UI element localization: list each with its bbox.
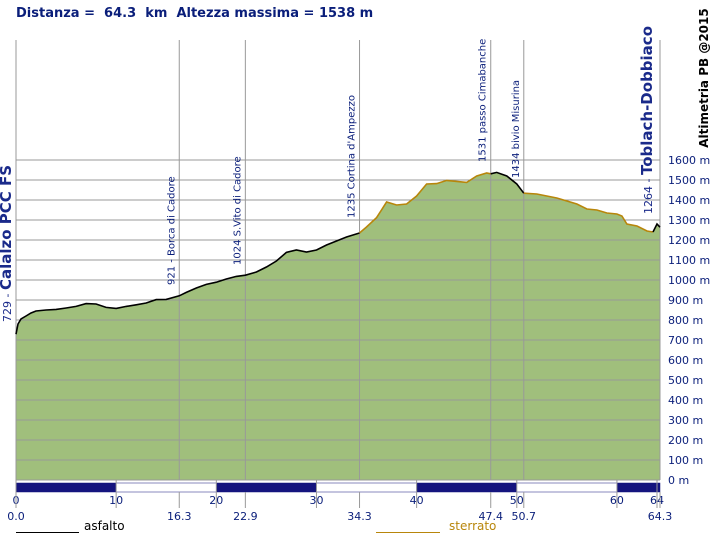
waypoint-label: 729 - Calalzo PCC FS	[0, 165, 15, 322]
x-scale-label: 30	[309, 494, 323, 507]
x-scale-label: 40	[410, 494, 424, 507]
x-scale-label: 64	[650, 494, 664, 507]
y-tick-label: 1400 m	[668, 194, 710, 207]
y-tick-label: 1300 m	[668, 214, 710, 227]
waypoint-label: 1235 Cortina d'Ampezzo	[347, 95, 358, 218]
y-tick-label: 700 m	[668, 334, 703, 347]
km-scale-segment	[15, 482, 117, 493]
legend-asphalt-label: asfalto	[84, 519, 125, 533]
waypoint-name: Toblach-Dobbiaco	[638, 26, 656, 175]
profile-area	[16, 172, 660, 480]
profile-line-gravel	[523, 192, 654, 233]
y-tick-label: 200 m	[668, 434, 703, 447]
profile-line-asphalt	[15, 232, 360, 335]
max-altitude-unit: m	[359, 6, 374, 21]
km-scale-segment	[616, 482, 661, 493]
y-tick-label: 1000 m	[668, 274, 710, 287]
waypoint-label: 921 - Borca di Cadore	[166, 176, 177, 285]
x-waypoint-label: 64.3	[648, 510, 673, 523]
profile-line-asphalt	[490, 171, 525, 194]
waypoint-label: 1024 S.Vito di Cadore	[232, 156, 243, 265]
legend-gravel-label: sterrato	[449, 519, 497, 533]
km-scale-segment	[216, 482, 317, 493]
y-tick-label: 400 m	[668, 394, 703, 407]
distance-value: 64.3	[104, 6, 137, 21]
x-waypoint-label: 34.3	[347, 510, 372, 523]
km-scale-segment	[516, 482, 618, 493]
legend-gravel-line	[376, 532, 440, 533]
x-waypoint-label: 22.9	[233, 510, 258, 523]
waypoint-altitude: 1264 -	[642, 175, 655, 214]
waypoint-label: 1531 passo Cimabanche	[478, 39, 489, 162]
km-scale-segment	[416, 482, 518, 493]
y-tick-label: 1500 m	[668, 174, 710, 187]
x-waypoint-label: 0.0	[7, 510, 25, 523]
y-tick-label: 900 m	[668, 294, 703, 307]
x-waypoint-label: 16.3	[167, 510, 192, 523]
x-scale-label: 50	[510, 494, 524, 507]
y-tick-label: 800 m	[668, 314, 703, 327]
distance-unit: km	[145, 6, 168, 21]
y-tick-label: 500 m	[668, 374, 703, 387]
y-tick-label: 1200 m	[668, 234, 710, 247]
max-altitude-label: Altezza massima =	[176, 6, 315, 21]
waypoint-label: 1434 bivio Misurina	[511, 80, 522, 178]
summary-header: Distanza = 64.3 km Altezza massima = 153…	[16, 6, 373, 21]
waypoint-altitude: 729 -	[1, 290, 14, 322]
credit-label: Altimetria PB @2015	[697, 8, 711, 148]
y-tick-label: 0 m	[668, 474, 689, 487]
x-waypoint-label: 50.7	[512, 510, 537, 523]
max-altitude-value: 1538	[318, 6, 356, 21]
y-tick-label: 600 m	[668, 354, 703, 367]
x-scale-label: 60	[610, 494, 624, 507]
y-tick-label: 1600 m	[668, 154, 710, 167]
legend-asphalt-line	[16, 532, 79, 533]
profile-line-asphalt	[652, 222, 661, 233]
waypoint-name: Calalzo PCC FS	[0, 165, 15, 290]
y-tick-label: 300 m	[668, 414, 703, 427]
waypoint-label: 1264 - Toblach-Dobbiaco	[638, 26, 656, 214]
x-waypoint-label: 47.4	[478, 510, 503, 523]
y-tick-label: 100 m	[668, 454, 703, 467]
distance-label: Distanza =	[16, 6, 95, 21]
km-scale-segment	[316, 482, 417, 493]
profile-line-gravel	[358, 172, 491, 234]
x-scale-label: 20	[209, 494, 223, 507]
km-scale-segment	[115, 482, 217, 493]
y-tick-label: 1100 m	[668, 254, 710, 267]
x-scale-label: 10	[109, 494, 123, 507]
